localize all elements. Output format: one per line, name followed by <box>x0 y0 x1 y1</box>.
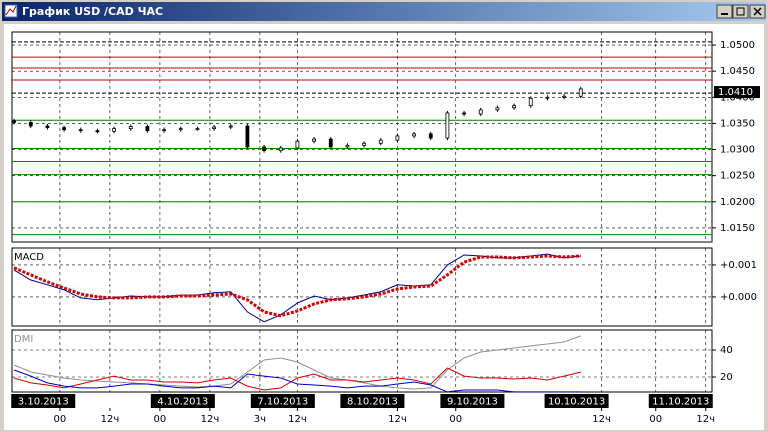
candle-body <box>45 125 50 128</box>
candle-body <box>378 139 383 144</box>
candle-body <box>328 138 333 148</box>
date-label: 10.10.2013 <box>548 397 605 408</box>
candle-body <box>312 138 316 142</box>
candle-body <box>512 105 516 109</box>
close-glyph <box>753 7 762 16</box>
series-line <box>13 335 581 390</box>
maximize-glyph <box>736 7 745 16</box>
candle-body <box>145 126 150 132</box>
y-tick-label: 40 <box>720 345 733 356</box>
y-tick-label: 1.0350 <box>720 118 755 129</box>
panel-title: MACD <box>14 252 44 263</box>
price-tag-label: 1.0410 <box>718 87 753 98</box>
candle-body <box>295 140 300 149</box>
candle-body <box>95 130 100 133</box>
y-tick-label: 20 <box>720 372 733 383</box>
series-line <box>13 367 581 391</box>
candle-body <box>228 125 233 128</box>
date-label: 4.10.2013 <box>157 397 208 408</box>
candle-body <box>545 96 550 99</box>
y-tick-label: 1.0300 <box>720 145 755 156</box>
candle-body <box>245 125 250 148</box>
candle-body <box>112 128 116 132</box>
x-tick-label: 00 <box>154 414 167 425</box>
candle-body <box>28 121 33 127</box>
window-title: График USD /CAD ЧАС <box>22 5 163 18</box>
x-tick-label: 00 <box>449 414 462 425</box>
title-bar <box>2 2 766 21</box>
y-tick-label: +0.001 <box>720 260 757 271</box>
window-icon <box>4 4 18 18</box>
plot-layer: 1.05001.04501.04001.03501.03001.02501.02… <box>11 31 760 425</box>
candle-body <box>178 128 183 131</box>
panel-frame <box>11 31 713 243</box>
date-box <box>648 394 713 408</box>
date-label: 8.10.2013 <box>347 397 398 408</box>
candle-body <box>12 120 16 123</box>
date-box <box>544 394 609 408</box>
candle-body <box>262 146 266 151</box>
date-box <box>340 394 405 408</box>
candle-body <box>128 126 133 130</box>
panel-title: DMI <box>14 334 33 345</box>
candle-body <box>195 128 200 131</box>
y-tick-label: 1.0250 <box>720 171 755 182</box>
candle-body <box>362 142 366 146</box>
candle-body <box>395 135 400 141</box>
x-tick-label: 12ч <box>388 414 407 425</box>
candle-body <box>78 129 83 132</box>
date-label: 11.10.2013 <box>652 397 709 408</box>
date-box <box>11 394 76 408</box>
x-tick-label: 12ч <box>201 414 220 425</box>
panel-frame <box>11 247 713 327</box>
candle-body <box>162 129 166 132</box>
candle-body <box>578 88 583 97</box>
date-box <box>440 394 505 408</box>
y-tick-label: 1.0500 <box>720 40 755 51</box>
maximize-button[interactable] <box>732 4 749 19</box>
candle-body <box>428 133 433 139</box>
x-tick-label: 00 <box>54 414 67 425</box>
minimize-button[interactable] <box>716 4 733 19</box>
candle-body <box>278 147 283 151</box>
candle-body <box>462 112 466 115</box>
date-label: 9.10.2013 <box>447 397 498 408</box>
series-line <box>13 369 581 393</box>
candle-body <box>62 127 66 131</box>
x-tick-label: 12ч <box>592 414 611 425</box>
y-tick-label: +0.000 <box>720 292 757 303</box>
date-box <box>150 394 215 408</box>
x-tick-label: 12ч <box>101 414 120 425</box>
y-tick-label: 1.0150 <box>720 223 755 234</box>
y-tick-label: 1.0450 <box>720 66 755 77</box>
window-icon-glyph <box>5 5 17 16</box>
candle-body <box>562 95 566 98</box>
series-line <box>13 254 581 318</box>
candle-body <box>412 133 416 137</box>
x-tick-label: 3ч <box>254 414 266 425</box>
x-tick-label: 00 <box>649 414 662 425</box>
date-box <box>250 394 315 408</box>
x-tick-label: 12ч <box>696 414 715 425</box>
candle-body <box>495 107 500 111</box>
x-tick-label: 12ч <box>288 414 307 425</box>
date-label: 7.10.2013 <box>257 397 308 408</box>
window-buttons[interactable] <box>716 4 766 19</box>
price-tag <box>714 86 760 99</box>
candle-body <box>345 144 350 148</box>
candle-body <box>478 109 483 115</box>
date-label: 3.10.2013 <box>18 397 69 408</box>
candle-body <box>528 97 533 107</box>
candle-body <box>212 126 216 130</box>
candle-body <box>445 112 450 139</box>
y-tick-label: 1.0200 <box>720 197 755 208</box>
